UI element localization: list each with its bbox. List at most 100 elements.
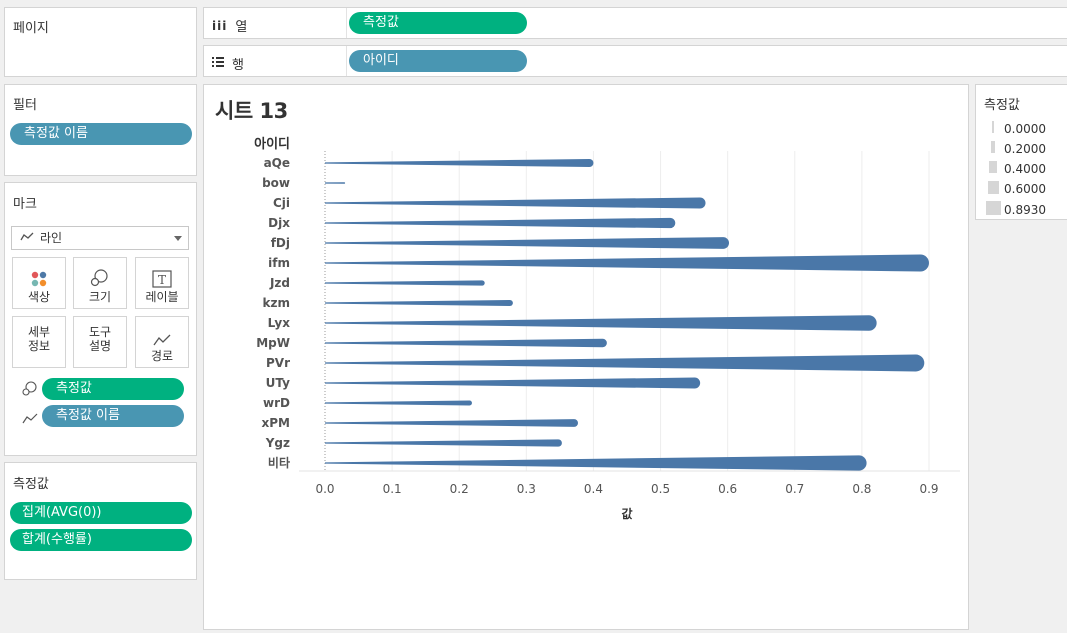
columns-icon: iii: [212, 18, 228, 33]
tooltip-button-label: 도구 설명: [88, 325, 112, 353]
size-encoding-row: 측정값: [5, 377, 198, 401]
x-tick-label: 0.5: [651, 482, 670, 496]
path-encoding-pill[interactable]: 측정값 이름: [42, 405, 184, 427]
measure-pill-avg[interactable]: 집계(AVG(0)): [10, 502, 192, 524]
filters-card[interactable]: 필터 측정값 이름: [4, 84, 197, 176]
tooltip-button[interactable]: 도구 설명: [73, 316, 127, 368]
size-legend-title: 측정값: [984, 98, 1020, 113]
detail-button-label: 세부 정보: [27, 325, 51, 353]
columns-shelf-label: iii 열: [212, 18, 248, 36]
legend-swatch: [991, 141, 995, 153]
rows-pill[interactable]: 아이디: [349, 50, 527, 72]
path-button-label: 경로: [150, 349, 174, 363]
category-label: aQe: [264, 156, 290, 170]
size-button-label: 크기: [88, 290, 112, 304]
x-tick-label: 0.1: [383, 482, 402, 496]
size-icon: [74, 264, 126, 288]
bar: [325, 400, 472, 406]
category-label: Lyx: [268, 316, 291, 330]
shelf-divider: [346, 8, 347, 38]
x-tick-label: 0.7: [785, 482, 804, 496]
x-tick-label: 0.0: [315, 482, 334, 496]
bar: [325, 254, 929, 272]
category-label: UTy: [266, 376, 291, 390]
category-label: Djx: [268, 216, 290, 230]
bar: [325, 300, 513, 306]
x-tick-label: 0.8: [852, 482, 871, 496]
legend-swatch: [987, 181, 999, 194]
columns-shelf[interactable]: iii 열 측정값: [203, 7, 1067, 39]
bar: [325, 158, 594, 168]
sheet-title: 시트 13: [215, 99, 288, 123]
detail-button[interactable]: 세부 정보: [12, 316, 66, 368]
measure-pill-sum[interactable]: 합계(수행률): [10, 529, 192, 551]
x-tick-label: 0.9: [919, 482, 938, 496]
size-button[interactable]: 크기: [73, 257, 127, 309]
marks-title: 마크: [13, 197, 37, 212]
marks-card: 마크 라인 색상 크기 T 레이블 세부 정보 도구 설명: [4, 182, 197, 456]
category-label: xPM: [262, 416, 290, 430]
x-axis-title: 값: [621, 507, 632, 521]
measure-values-card: 측정값 집계(AVG(0)) 합계(수행률): [4, 462, 197, 580]
mark-type-dropdown[interactable]: 라인: [11, 226, 189, 250]
label-button-label: 레이블: [145, 290, 179, 304]
color-icon: [13, 264, 65, 288]
legend-item: 0.0000: [982, 121, 1046, 136]
columns-pill[interactable]: 측정값: [349, 12, 527, 34]
legend-item: 0.2000: [982, 141, 1046, 156]
category-label: kzm: [263, 296, 290, 310]
legend-item: 0.8930: [982, 201, 1046, 218]
category-label: ifm: [268, 256, 290, 270]
filters-title: 필터: [13, 98, 37, 113]
bar: [325, 455, 867, 471]
legend-item: 0.6000: [982, 181, 1046, 197]
category-label: bow: [262, 176, 290, 190]
sheet-area: 시트 13 아이디 aQe bow Cji Djx fDj ifm Jzd kzm Lyx MpW P…: [203, 84, 969, 630]
pages-shelf[interactable]: 페이지: [4, 7, 197, 77]
color-button[interactable]: 색상: [12, 257, 66, 309]
shelf-divider: [346, 46, 347, 76]
x-tick-label: 0.3: [517, 482, 536, 496]
category-label: Jzd: [269, 276, 290, 290]
category-label: fDj: [271, 236, 290, 250]
rows-shelf[interactable]: 행 아이디: [203, 45, 1067, 77]
legend-item: 0.4000: [982, 161, 1046, 176]
x-tick-label: 0.6: [718, 482, 737, 496]
x-tick-label: 0.4: [584, 482, 603, 496]
size-icon: [22, 381, 38, 401]
path-encoding-row: 측정값 이름: [5, 404, 198, 428]
filter-pill[interactable]: 측정값 이름: [10, 123, 192, 145]
bar: [325, 315, 877, 331]
bar: [325, 354, 925, 372]
bar: [325, 237, 730, 249]
line-mark-icon: [20, 227, 34, 249]
category-label: Cji: [273, 196, 290, 210]
category-label: 비타: [268, 455, 290, 470]
x-tick-label: 0.2: [450, 482, 469, 496]
bar: [325, 280, 485, 286]
path-icon: [22, 410, 38, 429]
svg-text:T: T: [158, 273, 166, 287]
bar: [325, 197, 706, 209]
bar: [325, 377, 701, 389]
bar-chart: 아이디 aQe bow Cji Djx fDj ifm Jzd kzm Lyx MpW PVr UTy w…: [254, 136, 960, 521]
path-button[interactable]: 경로: [135, 316, 189, 368]
chevron-down-icon: [174, 236, 182, 241]
bar: [325, 217, 676, 229]
mark-type-label: 라인: [40, 231, 63, 245]
category-label: Ygz: [265, 436, 290, 450]
bar: [325, 338, 607, 348]
category-label: wrD: [263, 396, 290, 410]
path-icon: [136, 323, 188, 347]
color-button-label: 색상: [27, 290, 51, 304]
size-encoding-pill[interactable]: 측정값: [42, 378, 184, 400]
rows-shelf-label: 행: [212, 54, 244, 73]
category-label: PVr: [266, 356, 290, 370]
measure-values-title: 측정값: [13, 477, 49, 492]
bar: [325, 439, 562, 447]
legend-swatch: [985, 201, 1001, 215]
row-header-label: 아이디: [254, 136, 290, 152]
label-icon: T: [136, 264, 188, 288]
label-button[interactable]: T 레이블: [135, 257, 189, 309]
bar: [325, 182, 346, 184]
